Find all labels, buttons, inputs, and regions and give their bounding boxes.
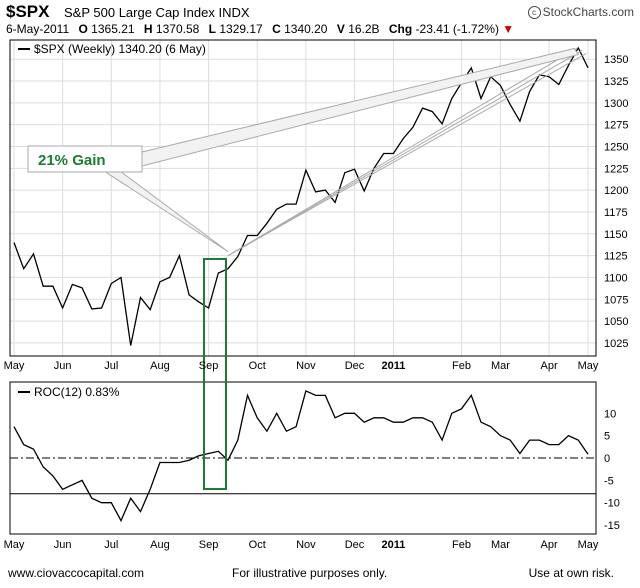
brand-label: c StockCharts.com: [527, 5, 634, 19]
footer-note: For illustrative purposes only.: [232, 566, 388, 580]
index-name: S&P 500 Large Cap Index INDX: [64, 5, 250, 20]
chart-header: $SPX S&P 500 Large Cap Index INDX c Stock…: [0, 0, 640, 40]
price-x-tick-label: Dec: [345, 360, 365, 372]
price-y-tick-label: 1125: [604, 251, 628, 263]
price-y-tick-label: 1200: [604, 185, 628, 197]
open-value: 1365.21: [91, 22, 135, 36]
price-panel-frame: [9, 39, 597, 357]
price-x-tick-label: Apr: [541, 360, 558, 372]
price-series-line: [13, 46, 589, 346]
price-y-tick-label: 1025: [604, 338, 628, 350]
high-value: 1370.58: [155, 22, 200, 36]
footer-risk: Use at own risk.: [528, 566, 614, 580]
price-x-tick-label: Sep: [199, 360, 219, 372]
gain-label-text: 21% Gain: [38, 152, 106, 169]
roc-x-tick-label: 2011: [381, 539, 405, 551]
roc-y-tick-label: 0: [604, 453, 610, 465]
high-label: H: [143, 22, 153, 36]
trendline-stroke: [227, 47, 579, 257]
roc-x-tick-label: Apr: [541, 539, 558, 551]
trendline-stroke: [227, 50, 583, 257]
roc-y-tick-label: -15: [604, 520, 620, 532]
roc-x-tick-label: May: [4, 539, 25, 551]
brand-name: StockCharts.com: [542, 5, 634, 19]
price-y-tick-label: 1250: [604, 141, 628, 153]
chart-svg: 21% Gain 1025105010751100112511501175120…: [4, 39, 629, 551]
price-legend-label: $SPX (Weekly) 1340.20 (6 May): [34, 42, 206, 56]
roc-x-tick-label: Sep: [199, 539, 219, 551]
close-value: 1340.20: [284, 22, 328, 36]
roc-y-tick-label: 10: [604, 408, 616, 420]
roc-x-tick-label: Feb: [452, 539, 471, 551]
price-x-tick-label: Jul: [104, 360, 118, 372]
change-label: Chg: [388, 22, 413, 36]
price-x-tick-label: Mar: [491, 360, 510, 372]
price-x-tick-label: Jun: [54, 360, 72, 372]
price-y-tick-label: 1150: [604, 229, 628, 241]
price-y-tick-label: 1175: [604, 207, 628, 219]
roc-x-tick-label: May: [578, 539, 599, 551]
trendline-stroke: [227, 53, 587, 257]
price-x-tick-label: 2011: [381, 360, 405, 372]
price-y-tick-label: 1325: [604, 76, 628, 88]
callout-arrow-to-high: [141, 47, 580, 167]
breakout-highlight-box: [203, 258, 227, 490]
roc-y-tick-label: -5: [604, 475, 614, 487]
annotation-layer: 21% Gain: [27, 47, 587, 490]
gain-label-box: [27, 145, 143, 173]
index-full-name: S&P 500 Large Cap Index: [64, 5, 215, 20]
price-y-tick-label: 1350: [604, 54, 628, 66]
price-x-tick-label: Feb: [452, 360, 471, 372]
price-y-tick-label: 1300: [604, 98, 628, 110]
price-x-tick-label: Aug: [150, 360, 170, 372]
roc-y-tick-label: -10: [604, 498, 620, 510]
roc-panel-frame: [9, 381, 597, 535]
roc-y-tick-label: 5: [604, 431, 610, 443]
roc-x-tick-label: Mar: [491, 539, 510, 551]
roc-x-tick-label: Oct: [249, 539, 266, 551]
quote-date: 6-May-2011: [6, 22, 70, 36]
low-value: 1329.17: [219, 22, 263, 36]
ticker-symbol: $SPX: [6, 2, 50, 21]
roc-legend-label: ROC(12) 0.83%: [34, 385, 120, 399]
price-x-tick-label: May: [578, 360, 599, 372]
roc-x-tick-label: Nov: [296, 539, 316, 551]
price-y-tick-label: 1275: [604, 120, 628, 132]
footer-site: www.ciovaccocapital.com: [8, 566, 145, 580]
down-arrow-icon: ▼: [502, 22, 515, 36]
price-y-tick-label: 1050: [604, 316, 628, 328]
roc-series-line: [13, 389, 589, 523]
panel-frames: [9, 39, 597, 535]
change-value: -23.41 (-1.72%): [415, 22, 499, 36]
price-x-tick-label: Nov: [296, 360, 316, 372]
volume-value: 16.2B: [348, 22, 380, 36]
roc-x-tick-label: Jun: [54, 539, 72, 551]
open-label: O: [78, 22, 88, 36]
close-label: C: [272, 22, 281, 36]
callout-arrow-to-start: [102, 170, 229, 253]
price-x-tick-label: Oct: [249, 360, 266, 372]
exchange-label: INDX: [218, 5, 250, 20]
series-layer: [13, 46, 589, 523]
roc-x-tick-label: Dec: [345, 539, 365, 551]
axis-labels-layer: 1025105010751100112511501175120012251250…: [4, 42, 629, 551]
roc-x-tick-label: Jul: [104, 539, 118, 551]
price-y-tick-label: 1075: [604, 294, 628, 306]
low-label: L: [208, 22, 216, 36]
copyright-icon: c: [527, 6, 541, 19]
price-y-tick-label: 1100: [604, 272, 628, 284]
volume-label: V: [336, 22, 345, 36]
price-x-tick-label: May: [4, 360, 25, 372]
roc-x-tick-label: Aug: [150, 539, 170, 551]
grid-layer: [10, 40, 596, 495]
price-y-tick-label: 1225: [604, 163, 628, 175]
quote-line: 6-May-2011 O 1365.21 H 1370.58 L 1329.17…: [6, 22, 514, 36]
